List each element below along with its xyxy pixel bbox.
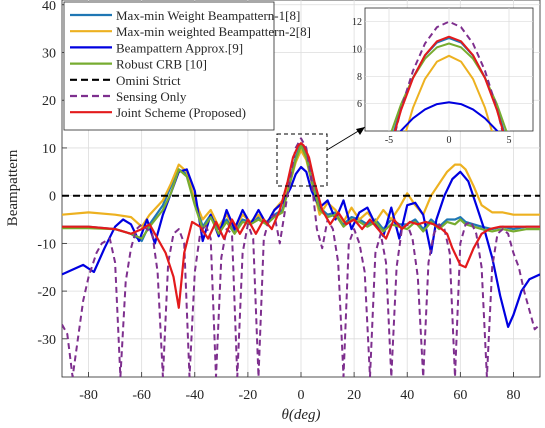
legend-box [63,1,275,131]
inset-y-tick-label: 10 [352,45,362,56]
zoom-arrow-head [356,127,365,135]
series-line-2 [62,165,540,328]
x-tick-label: 80 [506,388,520,403]
x-tick-label: -40 [185,388,204,403]
legend-label-1: Max-min weighted Beampattern-2[8] [116,24,311,39]
series-line-5 [62,137,540,377]
x-tick-label: -20 [239,388,258,403]
legend-label-4: Omini Strict [116,73,181,88]
x-tick-label: 60 [453,388,467,403]
main-series-lines [62,137,540,377]
zoom-region-box [276,133,328,187]
inset-ticks: -5 0 5 6 8 10 12 [352,17,512,146]
y-tick-label: -10 [37,237,56,252]
legend-label-6: Joint Scheme (Proposed) [116,105,246,120]
x-tick-label: -60 [132,388,151,403]
legend: Max-min Weight Beampattern-1[8]Max-min w… [63,1,311,131]
inset-series-line-1 [405,54,493,131]
legend-label-3: Robust CRB [10] [116,57,207,72]
y-tick-label: 30 [42,46,56,61]
legend-label-2: Beampattern Approx.[9] [116,40,243,55]
x-tick-label: 20 [347,388,361,403]
inset-x-tick-label: -5 [385,135,393,146]
y-tick-label: 0 [49,190,56,205]
legend-label-5: Sensing Only [116,89,187,104]
inset-y-tick-label: 8 [357,72,362,83]
inset-y-tick-label: 6 [357,99,362,110]
y-tick-label: 20 [42,94,56,109]
y-tick-label: 10 [42,142,56,157]
y-tick-label: -20 [37,285,56,300]
inset-x-tick-label: 0 [447,135,452,146]
x-tick-label: 0 [298,388,305,403]
x-tick-label: -80 [79,388,98,403]
inset-series-line-3 [390,42,508,131]
y-axis-label: Beampattern [5,149,21,226]
inset-series-line-0 [393,37,505,131]
x-axis-label: θ(deg) [281,407,320,423]
y-tick-label: 40 [42,0,56,14]
inset-x-tick-label: 5 [507,135,512,146]
inset-series-line-2 [399,101,499,131]
inset-y-tick-label: 12 [352,17,362,28]
x-tick-label: 40 [400,388,414,403]
series-line-6 [62,142,540,309]
inset-grid [365,8,533,131]
inset-series-lines [390,20,508,131]
inset-series-line-6 [393,35,505,131]
y-tick-label: -30 [37,333,56,348]
legend-label-0: Max-min Weight Beampattern-1[8] [116,8,300,23]
